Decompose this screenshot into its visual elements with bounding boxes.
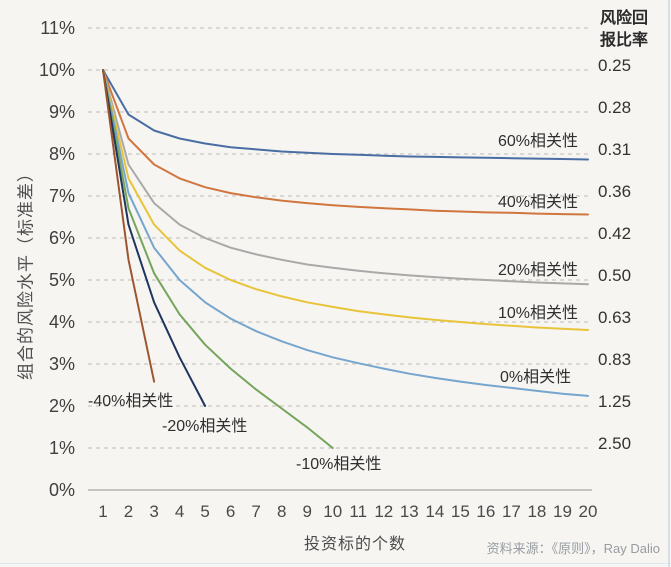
x-tick-label: 20	[578, 502, 598, 521]
series-line	[102, 69, 207, 407]
x-tick-label: 2	[123, 502, 134, 521]
y-tick-label: 2%	[48, 396, 75, 416]
y-tick-label: 10%	[38, 60, 75, 80]
series-line	[102, 69, 334, 449]
x-tick-label: 17	[501, 502, 521, 521]
series-label: 40%相关性	[498, 194, 579, 211]
y-tick-label: 11%	[40, 18, 75, 38]
y-tick-label: 7%	[48, 186, 75, 206]
y-tick-label: 4%	[48, 312, 75, 332]
right-axis-value: 0.31	[598, 140, 632, 159]
series-label: 20%相关性	[498, 262, 579, 279]
y-tick-label: 5%	[48, 270, 75, 290]
x-axis-title: 投资标的个数	[303, 536, 406, 553]
right-axis-value: 0.50	[598, 266, 632, 285]
y-tick-label: 1%	[48, 438, 75, 458]
series-label: 60%相关性	[498, 133, 579, 150]
x-tick-label: 18	[527, 502, 547, 521]
series-line	[102, 69, 589, 397]
right-axis-value: 1.25	[598, 392, 632, 411]
y-tick-label: 3%	[48, 354, 75, 374]
y-tick-label: 6%	[48, 228, 75, 248]
x-tick-label: 14	[425, 502, 445, 521]
source-note: 资料来源：《原则》，Ray Dalio	[486, 541, 660, 556]
x-tick-label: 5	[200, 502, 210, 521]
series-line	[102, 69, 589, 286]
x-tick-label: 13	[399, 502, 419, 521]
y-tick-label: 8%	[48, 144, 75, 164]
series-label: -40%相关性	[88, 393, 174, 410]
right-axis-value: 0.63	[598, 308, 632, 327]
x-tick-label: 10	[323, 502, 343, 521]
y-axis-title: 组合的风险水平（标准差）	[16, 164, 36, 380]
x-tick-label: 11	[349, 502, 368, 521]
right-axis-value: 0.25	[598, 56, 632, 75]
x-tick-label: 8	[276, 502, 287, 521]
x-tick-label: 16	[476, 502, 496, 521]
right-axis-value: 2.50	[598, 434, 632, 453]
series-line	[102, 69, 589, 331]
x-tick-label: 15	[450, 502, 470, 521]
y-tick-label: 0%	[48, 480, 75, 500]
x-tick-label: 19	[553, 502, 572, 521]
series-label: 10%相关性	[498, 305, 579, 322]
series-label: -20%相关性	[162, 418, 248, 435]
x-tick-label: 4	[174, 502, 185, 521]
series-line	[102, 69, 589, 216]
series-line	[102, 69, 589, 161]
series-label: -10%相关性	[296, 456, 382, 473]
right-axis-value: 0.42	[598, 224, 632, 243]
x-tick-label: 9	[302, 502, 312, 521]
x-tick-label: 3	[149, 502, 159, 521]
x-tick-label: 6	[225, 502, 236, 521]
x-tick-label: 7	[251, 502, 261, 521]
series-label: 0%相关性	[500, 369, 572, 386]
x-tick-label: 1	[98, 502, 108, 521]
right-axis-value: 0.83	[598, 350, 632, 369]
right-axis-value: 0.36	[598, 182, 632, 201]
right-axis-value: 0.28	[598, 98, 632, 117]
y-tick-label: 9%	[48, 102, 75, 122]
series-line	[102, 69, 156, 383]
x-tick-label: 12	[374, 502, 394, 521]
right-axis-title: 风险回报比率	[599, 10, 648, 49]
